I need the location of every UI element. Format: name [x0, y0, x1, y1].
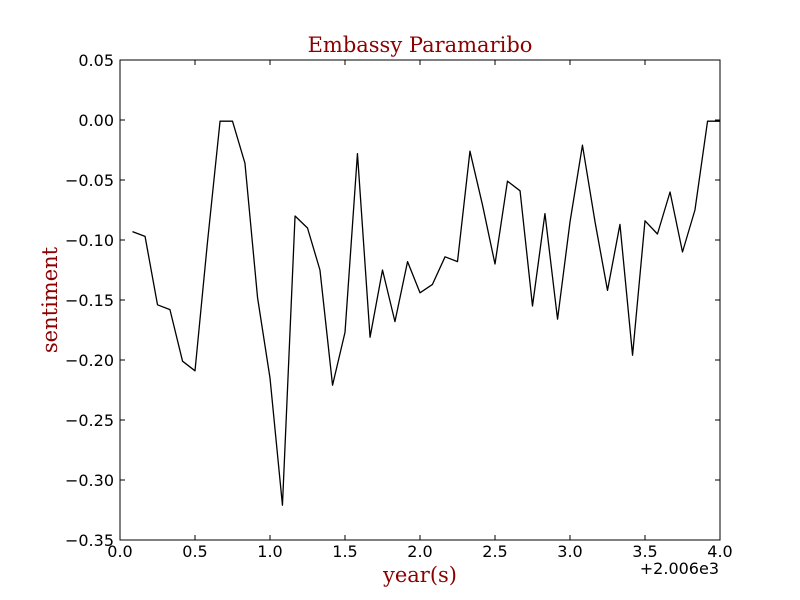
series-line: [132, 120, 720, 506]
x-tick-label: 0.5: [182, 542, 207, 561]
x-tick-label: 1.5: [332, 542, 357, 561]
y-tick-label: −0.30: [65, 471, 114, 490]
y-axis-title: sentiment: [38, 246, 62, 353]
y-tick-label: −0.10: [65, 231, 114, 250]
x-tick-label: 3.5: [632, 542, 657, 561]
plot-frame: [119, 59, 721, 541]
y-tick-label: 0.05: [78, 51, 114, 70]
x-tick-label: 0.0: [107, 542, 132, 561]
x-tick-label: 4.0: [707, 542, 732, 561]
y-tick-label: −0.20: [65, 351, 114, 370]
x-axis-offset-label: +2.006e3: [640, 559, 719, 578]
x-axis-title: year(s): [382, 563, 457, 587]
y-tick-label: 0.00: [78, 111, 114, 130]
y-tick-label: −0.25: [65, 411, 114, 430]
x-tick-label: 3.0: [557, 542, 582, 561]
y-tick-label: −0.35: [65, 531, 114, 550]
y-tick-label: −0.05: [65, 171, 114, 190]
chart-title: Embassy Paramaribo: [308, 33, 533, 57]
x-tick-label: 1.0: [257, 542, 282, 561]
tick-labels: 0.0 0.5 1.0 1.5 2.0 2.5 3.0 3.5 4.0 0.05 0.00 −0.05…: [65, 51, 733, 561]
y-tick-label: −0.15: [65, 291, 114, 310]
x-tick-label: 2.5: [482, 542, 507, 561]
x-tick-label: 2.0: [407, 542, 432, 561]
